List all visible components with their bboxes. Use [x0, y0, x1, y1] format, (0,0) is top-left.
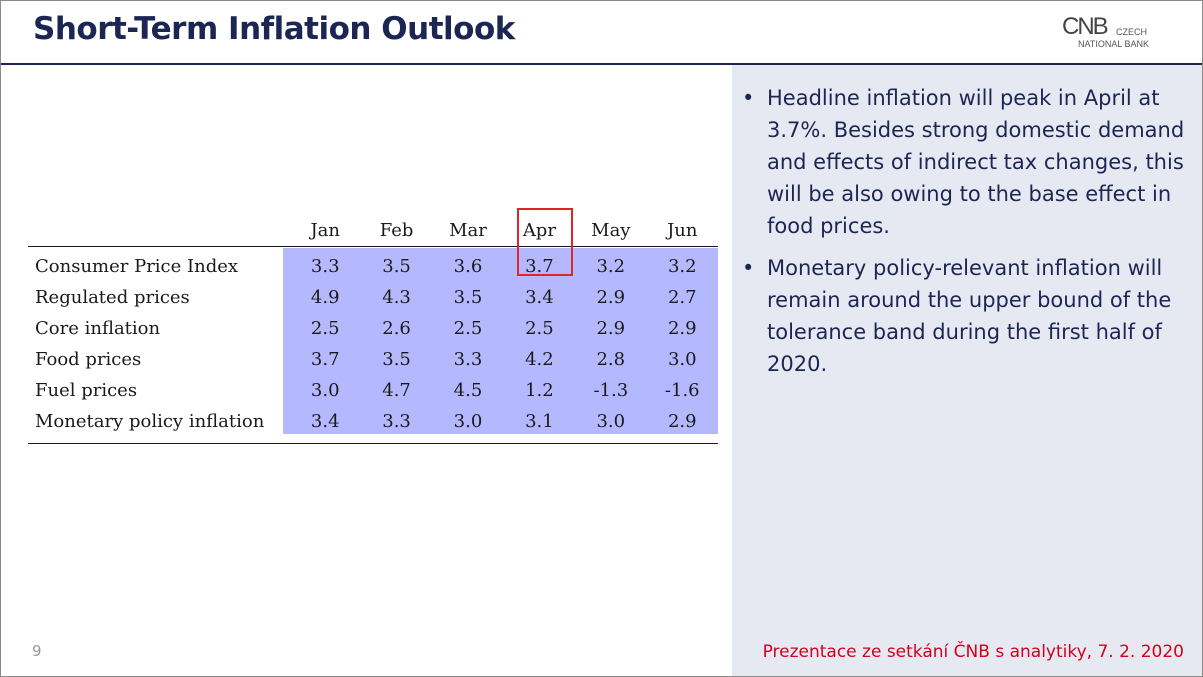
table-row: Food prices 3.7 3.5 3.3 4.2 2.8 3.0: [28, 344, 718, 375]
table-row: Consumer Price Index 3.3 3.5 3.6 3.7 3.2…: [28, 247, 718, 283]
logo-mark: CNB: [1062, 13, 1109, 40]
column-header: May: [575, 215, 647, 247]
table-cell: 3.5: [453, 287, 483, 308]
table-cell: 2.8: [596, 349, 626, 370]
table-cell: 4.9: [310, 287, 340, 308]
header-label-cell: [28, 215, 290, 247]
bullet-text: Headline inflation will peak in April at…: [767, 86, 1185, 238]
table-cell: 3.6: [453, 256, 483, 277]
table-row: Regulated prices 4.9 4.3 3.5 3.4 2.9 2.7: [28, 282, 718, 313]
table-cell: 2.5: [525, 318, 554, 339]
table-cell: 3.4: [525, 287, 554, 308]
bullet-icon: •: [742, 256, 755, 280]
table-cell: 3.0: [575, 406, 647, 444]
april-highlight-box: [517, 208, 573, 276]
table-cell: 4.2: [525, 349, 554, 370]
table-cell: 4.5: [453, 380, 483, 401]
table-cell: 2.7: [667, 287, 697, 308]
table-cell: 3.0: [667, 349, 697, 370]
row-label: Food prices: [35, 349, 142, 370]
logo-text-line1: CZECH: [1116, 27, 1147, 37]
table-cell: -1.6: [664, 380, 700, 401]
row-label: Monetary policy inflation: [28, 406, 290, 444]
commentary-list: • Headline inflation will peak in April …: [740, 82, 1190, 390]
bullet-text: Monetary policy-relevant inflation will …: [767, 256, 1172, 376]
table-cell: 3.3: [310, 256, 340, 277]
table-cell: 2.6: [382, 318, 411, 339]
table-cell: 3.3: [453, 349, 483, 370]
table-cell: 2.9: [667, 318, 697, 339]
page-number: 9: [32, 642, 42, 660]
table-cell: 2.5: [453, 318, 483, 339]
row-label: Consumer Price Index: [35, 256, 239, 277]
table-row: Fuel prices 3.0 4.7 4.5 1.2 -1.3 -1.6: [28, 375, 718, 406]
table-cell: 3.5: [382, 256, 411, 277]
table-cell: 3.3: [360, 406, 433, 444]
table-cell: 3.0: [310, 380, 340, 401]
logo-text-line2: NATIONAL BANK: [1078, 39, 1150, 49]
cnb-logo: CNB CZECH NATIONAL BANK: [1062, 13, 1162, 53]
row-label: Core inflation: [35, 318, 161, 339]
column-header: Feb: [360, 215, 433, 247]
row-label: Regulated prices: [35, 287, 190, 308]
header-divider: [1, 63, 1202, 65]
table-cell: 3.1: [503, 406, 576, 444]
inflation-table: Jan Feb Mar Apr May Jun Consumer Price I…: [28, 215, 718, 444]
table-cell: 2.9: [596, 287, 626, 308]
table-cell: 3.2: [667, 256, 697, 277]
column-header: Apr: [503, 215, 576, 247]
table-cell: 4.3: [382, 287, 411, 308]
table-cell: 1.2: [525, 380, 554, 401]
table-cell: -1.3: [593, 380, 629, 401]
column-header: Jan: [289, 215, 361, 247]
table-row: Monetary policy inflation 3.4 3.3 3.0 3.…: [28, 406, 718, 444]
table-cell: 3.7: [310, 349, 340, 370]
commentary-panel: • Headline inflation will peak in April …: [732, 65, 1202, 676]
inflation-table-container: Jan Feb Mar Apr May Jun Consumer Price I…: [28, 208, 718, 444]
table-cell: 3.4: [289, 406, 361, 444]
table-cell: 2.9: [596, 318, 626, 339]
column-header: Jun: [646, 215, 718, 247]
table-cell: 3.5: [382, 349, 411, 370]
list-item: • Monetary policy-relevant inflation wil…: [740, 252, 1190, 380]
page-title: Short-Term Inflation Outlook: [33, 11, 515, 47]
table-cell: 4.7: [382, 380, 411, 401]
bullet-icon: •: [742, 86, 755, 110]
table-header-row: Jan Feb Mar Apr May Jun: [28, 215, 718, 247]
table-cell: 3.7: [525, 256, 554, 277]
values-shading: [283, 248, 718, 434]
list-item: • Headline inflation will peak in April …: [740, 82, 1190, 242]
table-cell: 2.5: [310, 318, 340, 339]
table-cell: 3.0: [432, 406, 504, 444]
table-cell: 3.2: [596, 256, 626, 277]
column-header: Mar: [432, 215, 504, 247]
table-cell: 2.9: [646, 406, 718, 444]
source-note: Prezentace ze setkání ČNB s analytiky, 7…: [762, 642, 1184, 662]
table-row: Core inflation 2.5 2.6 2.5 2.5 2.9 2.9: [28, 313, 718, 344]
row-label: Fuel prices: [35, 380, 138, 401]
